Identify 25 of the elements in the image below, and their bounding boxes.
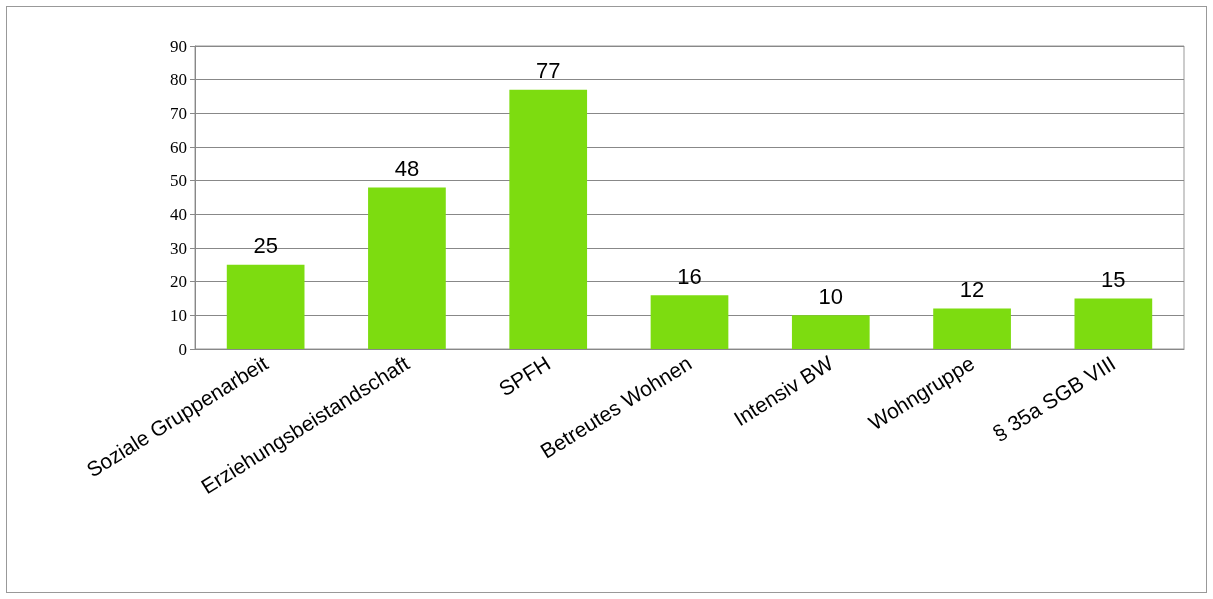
data-label: 12 [959,277,985,303]
y-tick-label: 10 [170,305,187,325]
data-label: 16 [677,263,702,289]
data-label: 10 [818,283,844,309]
y-tick-label: 0 [178,339,187,359]
y-tick-label: 40 [170,204,187,224]
bar [791,315,870,349]
bar [509,89,588,349]
y-tick-label: 50 [170,171,187,191]
bar [226,264,305,349]
data-label: 25 [253,233,278,259]
y-tick-label: 80 [170,70,187,90]
data-label: 77 [535,58,561,84]
y-tick-label: 20 [170,272,187,292]
y-tick-label: 60 [170,137,187,157]
y-tick-label: 70 [170,103,187,123]
data-label: 15 [1101,267,1126,292]
bar [1074,298,1153,349]
x-tick-label: § 35a SGB VIII [988,351,1120,445]
bar [650,295,729,349]
data-label: 48 [394,155,420,181]
bar [933,308,1011,349]
bar [368,187,446,349]
y-tick-label: 90 [170,36,187,56]
y-tick-label: 30 [170,238,187,258]
